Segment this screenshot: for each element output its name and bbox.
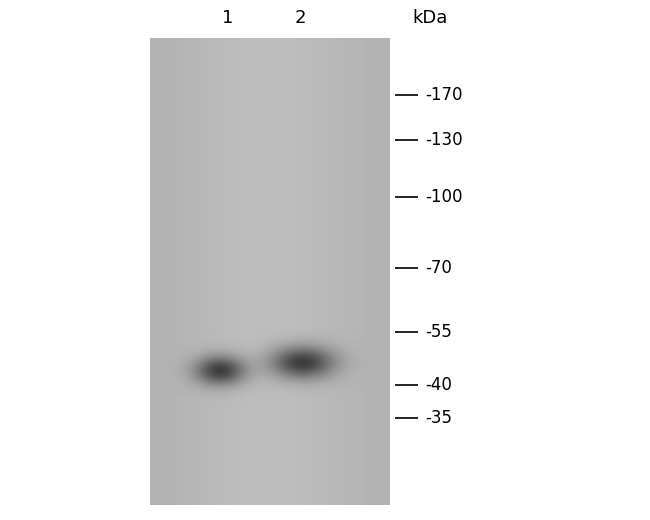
Text: 1: 1 (222, 9, 234, 27)
Text: 2: 2 (294, 9, 305, 27)
Text: -55: -55 (425, 323, 452, 341)
Text: -40: -40 (425, 376, 452, 394)
Text: -35: -35 (425, 409, 452, 427)
Text: -130: -130 (425, 131, 463, 149)
Text: -70: -70 (425, 259, 452, 277)
Text: kDa: kDa (412, 9, 448, 27)
Text: -100: -100 (425, 188, 463, 206)
Text: -170: -170 (425, 86, 463, 104)
